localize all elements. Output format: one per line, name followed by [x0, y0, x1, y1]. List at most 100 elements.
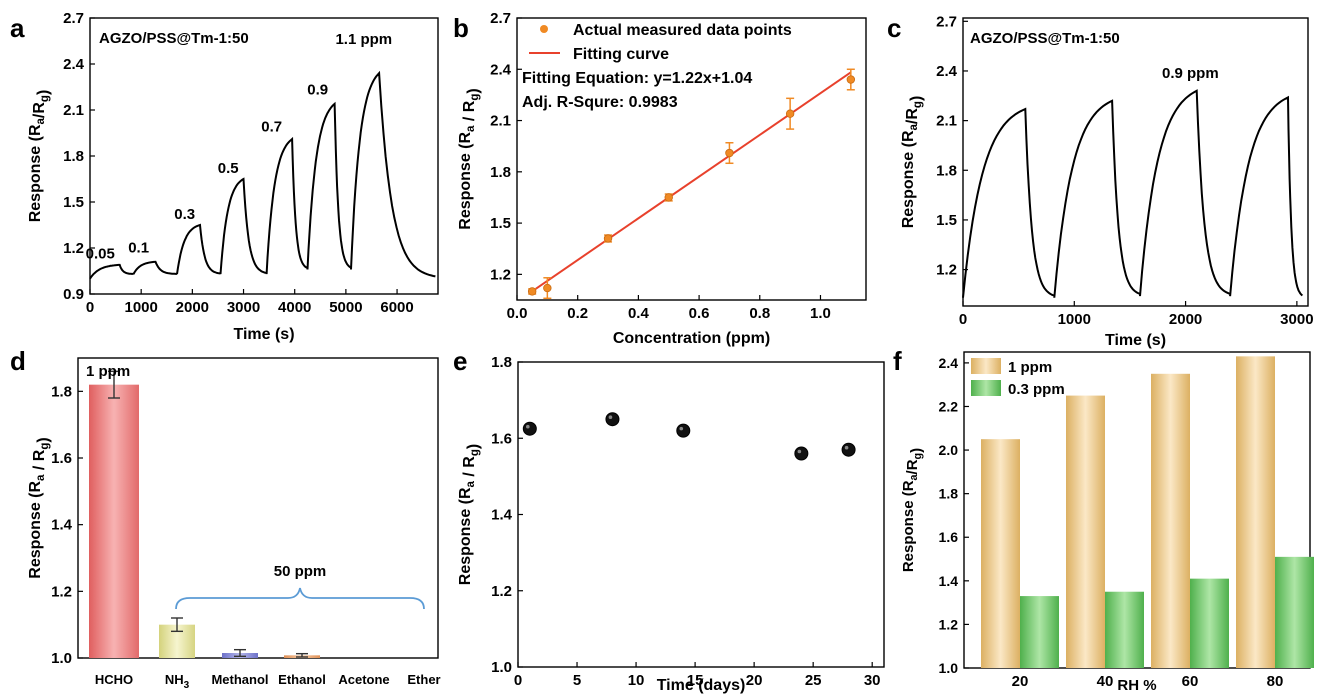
y-tick-label: 2.1	[63, 102, 84, 119]
bar-series-1	[1066, 395, 1105, 668]
y-tick-label: 1.8	[51, 383, 72, 400]
panel-e-chart: 1.0 1.2 1.4 1.6 1.8 0 5 10 15 20 25 30 Response (Ra …	[457, 354, 885, 694]
x-tick-label: 0.0	[507, 305, 528, 322]
y-axis-label: Response (Ra/Rg)	[900, 448, 925, 572]
fitting-line	[531, 71, 852, 293]
y-tick-label: 1.2	[63, 240, 84, 257]
chart-title: AGZO/PSS@Tm-1:50	[99, 30, 249, 47]
x-tick-label: 1000	[1058, 311, 1091, 328]
x-tick-label: 1.0	[810, 305, 831, 322]
panel-letter-c: c	[887, 13, 901, 43]
y-axis-label: Response (Ra / Rg)	[457, 444, 482, 585]
legend-swatch-1ppm	[971, 358, 1001, 374]
y-tick-label: 1.8	[939, 486, 959, 502]
y-axis-label: Response (Ra/Rg)	[27, 90, 52, 223]
y-tick-label: 2.7	[490, 10, 511, 27]
data-point	[725, 148, 734, 158]
x-tick-label: 4000	[278, 299, 311, 316]
x-tick-label: Methanol	[211, 672, 268, 687]
x-tick-label: 40	[1097, 673, 1114, 690]
panel-letters: a b c d e f	[10, 13, 902, 376]
concentration-label: 0.9 ppm	[1162, 65, 1219, 82]
bar-series-2	[1020, 596, 1059, 668]
y-tick-label: 1.0	[939, 660, 959, 676]
x-tick-label: Ethanol	[278, 672, 326, 687]
y-tick-label: 1.6	[51, 450, 72, 467]
x-tick-label: 20	[1012, 673, 1029, 690]
x-tick-label: 10	[628, 672, 645, 689]
y-tick-label: 1.8	[936, 162, 957, 179]
concentration-label: 0.9	[307, 82, 328, 99]
plot-frame	[517, 361, 885, 668]
legend-label-03ppm: 0.3 ppm	[1008, 381, 1065, 398]
y-tick-label: 1.8	[490, 164, 511, 181]
y-tick-label: 2.4	[936, 63, 958, 80]
y-tick-label: 1.0	[51, 650, 72, 667]
x-tick-label: 5000	[329, 299, 362, 316]
bar-series-2	[1105, 591, 1144, 668]
x-axis-label: RH %	[1117, 677, 1156, 694]
bar-series-1	[1236, 356, 1275, 668]
panel-b-chart: 1.2 1.5 1.8 2.1 2.4 2.7 0.0 0.2 0.4 0.6 0.8 1.0 Resp…	[457, 10, 867, 347]
concentration-label: 1.1 ppm	[335, 31, 392, 48]
annotation-50ppm: 50 ppm	[274, 563, 327, 580]
x-axis-label: Time (days)	[657, 677, 746, 694]
x-tick-label: 2000	[1169, 311, 1202, 328]
legend-swatch-03ppm	[971, 380, 1001, 396]
y-axis-label: Response (Ra/Rg)	[900, 96, 925, 229]
curly-brace	[175, 587, 425, 610]
x-tick-label: Ether	[407, 672, 440, 687]
y-tick-label: 1.8	[491, 354, 512, 371]
data-point-highlight	[844, 445, 849, 450]
concentration-label: 0.5	[218, 160, 239, 177]
x-tick-label: 6000	[380, 299, 413, 316]
x-tick-label: 3000	[227, 299, 260, 316]
bar-series-2	[1275, 556, 1314, 668]
panel-f-chart: 1.0 1.2 1.4 1.6 1.8 2.0 2.2 2.4 Response (Ra/Rg)…	[900, 351, 1314, 694]
x-tick-label: HCHO	[95, 672, 133, 687]
panel-letter-d: d	[10, 346, 26, 376]
y-tick-label: 1.2	[491, 583, 512, 600]
data-point	[664, 193, 673, 202]
legend-label-1ppm: 1 ppm	[1008, 359, 1052, 376]
r-square: Adj. R-Squre: 0.9983	[522, 94, 678, 111]
data-point	[543, 283, 552, 293]
x-tick-label: 0	[959, 311, 967, 328]
chart-title: AGZO/PSS@Tm-1:50	[970, 30, 1120, 47]
data-point	[794, 446, 809, 461]
bar-series-2	[1190, 578, 1229, 668]
response-curve	[89, 70, 436, 280]
bar-series-1	[981, 439, 1020, 668]
y-axis-label: Response (Ra / Rg)	[457, 88, 482, 229]
y-tick-label: 1.4	[51, 517, 73, 534]
bar-series-1	[1151, 373, 1190, 668]
y-tick-label: 1.2	[939, 616, 959, 632]
legend-label-points: Actual measured data points	[573, 22, 792, 39]
x-tick-label: 0.4	[628, 305, 650, 322]
x-axis-label: Time (s)	[1105, 332, 1166, 349]
concentration-label: 0.7	[261, 118, 282, 135]
x-tick-label: 3000	[1280, 311, 1313, 328]
x-tick-label: 15	[687, 672, 704, 689]
y-tick-label: 1.5	[936, 212, 957, 229]
panel-letter-f: f	[893, 346, 902, 376]
concentration-label: 0.1	[128, 240, 149, 257]
data-point-highlight	[608, 415, 613, 419]
data-point	[785, 109, 795, 118]
y-tick-label: 1.4	[491, 507, 513, 524]
y-tick-label: 2.1	[490, 113, 511, 130]
panel-a-chart: 0.9 1.2 1.5 1.8 2.1 2.4 2.7 0 1000 2000 3000 4000 50…	[27, 10, 439, 343]
data-point	[605, 412, 620, 427]
y-tick-label: 0.9	[63, 286, 84, 303]
y-tick-label: 1.8	[63, 148, 84, 165]
panel-letter-a: a	[10, 13, 25, 43]
y-tick-label: 1.0	[491, 659, 512, 676]
y-axis-label: Response (Ra / Rg)	[27, 437, 52, 578]
plot-frame	[516, 17, 867, 301]
panel-c-chart: 1.2 1.5 1.8 2.1 2.4 2.7 0 1000 2000 3000 Response …	[900, 13, 1314, 349]
concentration-label: 0.05	[86, 246, 115, 263]
data-point	[522, 421, 537, 436]
x-tick-label: 1000	[124, 299, 157, 316]
x-axis-label: Time (s)	[233, 326, 294, 343]
y-tick-label: 1.6	[939, 529, 959, 545]
